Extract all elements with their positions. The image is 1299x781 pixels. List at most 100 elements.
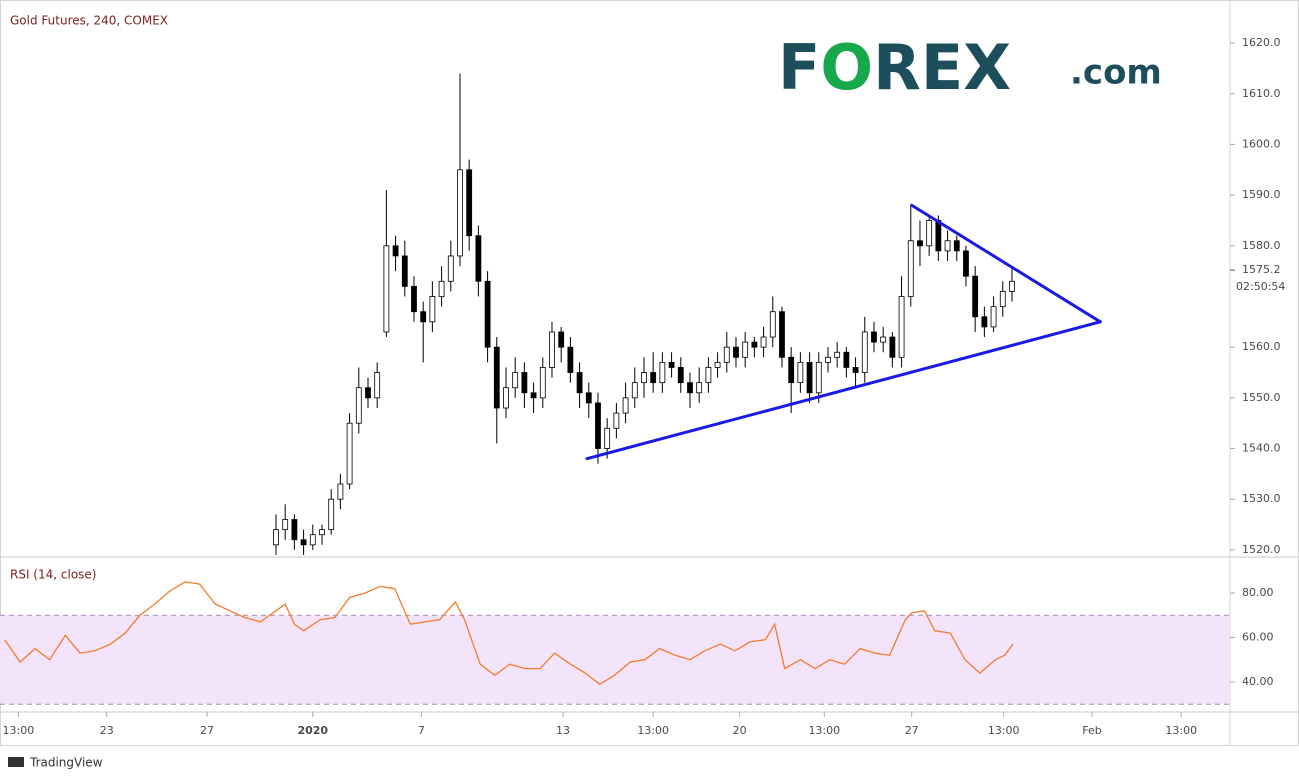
candle-body [677,367,684,384]
x-tick-label: 13:00 [1165,724,1197,737]
logo-suffix: .com [1070,53,1162,93]
candle-body [475,235,482,282]
candle-body [401,255,408,287]
candle-body [576,372,583,394]
candle-body [558,331,565,348]
y-tick-label: 1550.0 [1242,391,1281,404]
candle-body [567,346,574,373]
candle-body [935,220,942,252]
x-tick-label: 23 [100,724,114,737]
candle-body [907,240,914,297]
candle-body [438,280,445,297]
candle-body [788,356,795,384]
candle-body [521,372,528,394]
candle-body [687,382,693,394]
candle-body [898,296,905,358]
y-tick-label: 1580.0 [1242,239,1281,252]
candle-body [843,351,850,368]
footer: TradingView [29,756,103,770]
candle-body [337,483,344,500]
candle-body [723,346,730,363]
trendline [585,320,1102,461]
candle-body [668,361,675,368]
candle-body [742,341,749,358]
x-tick-label: 13:00 [637,724,669,737]
x-tick-label: 13 [556,724,570,737]
y-tick-label: 1600.0 [1242,137,1281,150]
y-tick-label: 1610.0 [1242,87,1281,100]
candle-body [990,306,997,328]
candle-body [963,250,969,277]
candle-body [760,336,767,348]
candle-body [273,529,279,546]
rsi-y-tick-label: 60.00 [1242,631,1274,644]
candle-body [484,280,491,348]
logo: FOREX [778,31,1011,104]
last-price-label: 1575.2 [1242,263,1281,276]
x-tick-label: 13:00 [3,724,35,737]
rsi-y-tick-label: 40.00 [1242,675,1274,688]
candle-body [834,351,841,358]
last-price-box [1232,279,1296,294]
candle-body [466,169,473,237]
candle-body [751,341,758,348]
candle-body [328,498,335,531]
candle-body [291,519,298,541]
candle-body [429,296,436,323]
candle-body [512,372,519,389]
candle-body [447,255,454,282]
candle-body [797,361,804,384]
countdown: 02:50:54 [1236,280,1285,293]
candle-body [549,331,555,368]
candle-body [852,367,859,373]
candle-body [981,316,988,328]
candle-body [585,392,592,404]
candle-body [999,291,1006,308]
candle-body [659,361,666,384]
candle-body [926,220,933,247]
x-tick-label: 20 [733,724,747,737]
candle-body [530,392,537,399]
candle-body [825,356,831,363]
candle-body [953,240,960,252]
candle-body [457,169,463,257]
candle-body [733,346,739,358]
candle-body [493,346,500,409]
x-tick-label: 27 [200,724,214,737]
candle-body [539,367,546,399]
rsi-title: RSI (14, close) [10,568,96,582]
footer-icon [8,757,24,767]
candle-body [420,311,427,323]
candle-body [871,331,877,343]
candle-body [365,387,371,399]
candle-body [282,519,289,531]
candle-body [779,311,785,358]
candle-body [861,331,868,373]
candle-body [889,336,896,358]
x-tick-label: 2020 [297,724,328,737]
rsi-band [0,615,1230,705]
x-tick-label: 13:00 [988,724,1020,737]
candle-body [769,311,776,338]
candle-body [650,372,657,384]
candle-body [806,361,813,394]
y-tick-label: 1530.0 [1242,492,1281,505]
candle-body [374,372,381,399]
candle-body [383,245,390,333]
x-tick-label: 7 [418,724,425,737]
candle-body [696,382,703,394]
candle-body [641,372,647,384]
y-tick-label: 1620.0 [1242,36,1281,49]
chart-title: Gold Futures, 240, COMEX [10,14,168,28]
x-tick-label: 27 [905,724,919,737]
candle-body [917,240,923,247]
candle-body [595,402,601,449]
candle-body [631,382,638,399]
candle-body [714,361,721,368]
trendline [910,203,1102,324]
candle-body [319,529,325,536]
rsi-line [4,581,1014,685]
x-tick-label: Feb [1082,724,1101,737]
candle-body [604,427,611,449]
candle-body [411,285,417,313]
